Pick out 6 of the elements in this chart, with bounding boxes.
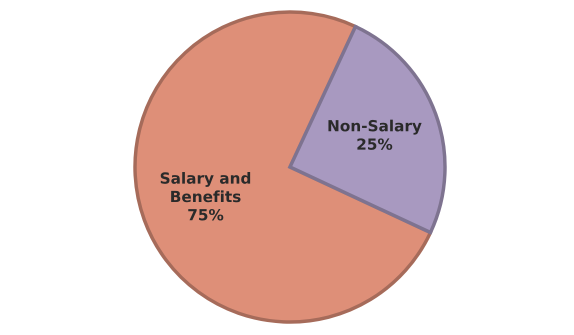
pie-slice — [133, 10, 432, 324]
pie-slice — [288, 24, 447, 234]
data-label: 25% — [357, 138, 392, 150]
data-label: 75% — [188, 208, 224, 221]
slice-label: Salary and Benefits — [160, 172, 250, 202]
slice-label: Non-Salary — [328, 120, 422, 135]
